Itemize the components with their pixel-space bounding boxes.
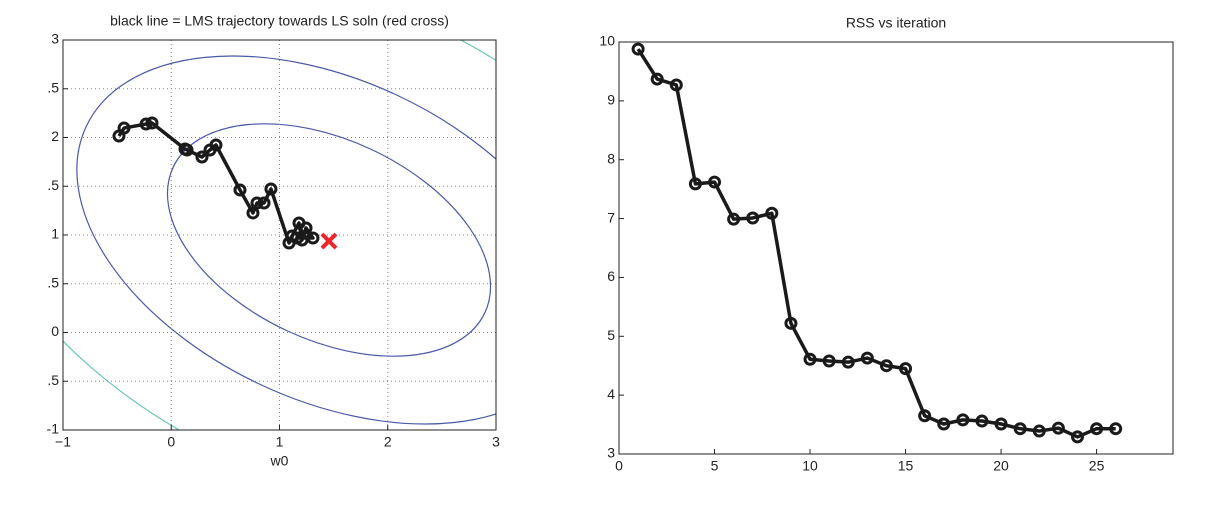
data-point [746,211,760,225]
data-point [209,138,223,152]
data-point [180,143,194,157]
data-point [860,351,874,365]
y-tick-label: -1 [47,421,60,437]
y-tick-label: .5 [47,274,59,290]
contour [76,55,496,425]
data-point [145,116,159,130]
y-tick-label: 2 [51,128,59,144]
data-point [975,414,989,428]
y-tick-label: .5 [47,79,59,95]
y-tick-label: 1 [51,226,59,242]
y-tick-label: 7 [607,209,615,225]
data-point [822,354,836,368]
data-point [195,150,209,164]
y-tick-label: .5 [47,177,59,193]
data-point [879,359,893,373]
y-tick-label: 10 [599,33,615,49]
data-point [1051,421,1065,435]
ls-solution-cross [320,232,338,250]
x-tick-label: 5 [711,458,719,474]
x-tick-label: 25 [1089,458,1105,474]
y-tick-label: 0 [51,323,59,339]
data-point [1032,424,1046,438]
data-point [956,413,970,427]
y-tick-label: 6 [607,268,615,284]
plot-frame [62,39,497,431]
data-point [1013,422,1027,436]
data-point [918,409,932,423]
data-point [708,175,722,189]
data-line [636,48,1116,439]
data-point [803,352,817,366]
x-tick-label: 0 [615,458,623,474]
data-point [899,362,913,376]
data-point [765,206,779,220]
data-point [250,196,264,210]
data-point [299,221,313,235]
data-point [139,117,153,131]
data-point [688,177,702,191]
data-point [669,78,683,92]
contour [63,40,496,430]
x-tick-label: −1 [55,434,71,450]
data-point [233,183,247,197]
data-point [290,231,304,245]
x-tick-label: 1 [276,434,284,450]
chart-title: RSS vs iteration [846,15,946,31]
data-point [937,417,951,431]
x-tick-label: 20 [993,458,1009,474]
data-point [650,72,664,86]
data-point [306,231,320,245]
chart-title: black line = LMS trajectory towards LS s… [110,13,449,29]
data-point [994,417,1008,431]
data-point [1070,430,1084,444]
y-tick-label: 3 [51,31,59,47]
y-tick-label: 8 [607,150,615,166]
y-tick-label: 3 [607,445,615,461]
x-axis-label: w0 [270,453,289,469]
plot-frame [618,41,1174,455]
data-point [257,196,271,210]
contour [166,123,492,357]
x-tick-label: 2 [384,434,392,450]
data-point [1090,422,1104,436]
y-tick-label: 5 [607,327,615,343]
y-tick-label: .5 [47,372,59,388]
data-point [784,316,798,330]
contours [63,40,496,430]
data-point [117,121,131,135]
data-point [727,212,741,226]
data-point [841,355,855,369]
x-tick-label: 0 [167,434,175,450]
data-point [264,182,278,196]
x-tick-label: 15 [898,458,914,474]
data-point [1109,422,1123,436]
data-point [631,42,645,56]
y-tick-label: 4 [607,386,615,402]
x-tick-label: 10 [802,458,818,474]
x-tick-label: 3 [492,434,500,450]
y-tick-label: 9 [607,92,615,108]
